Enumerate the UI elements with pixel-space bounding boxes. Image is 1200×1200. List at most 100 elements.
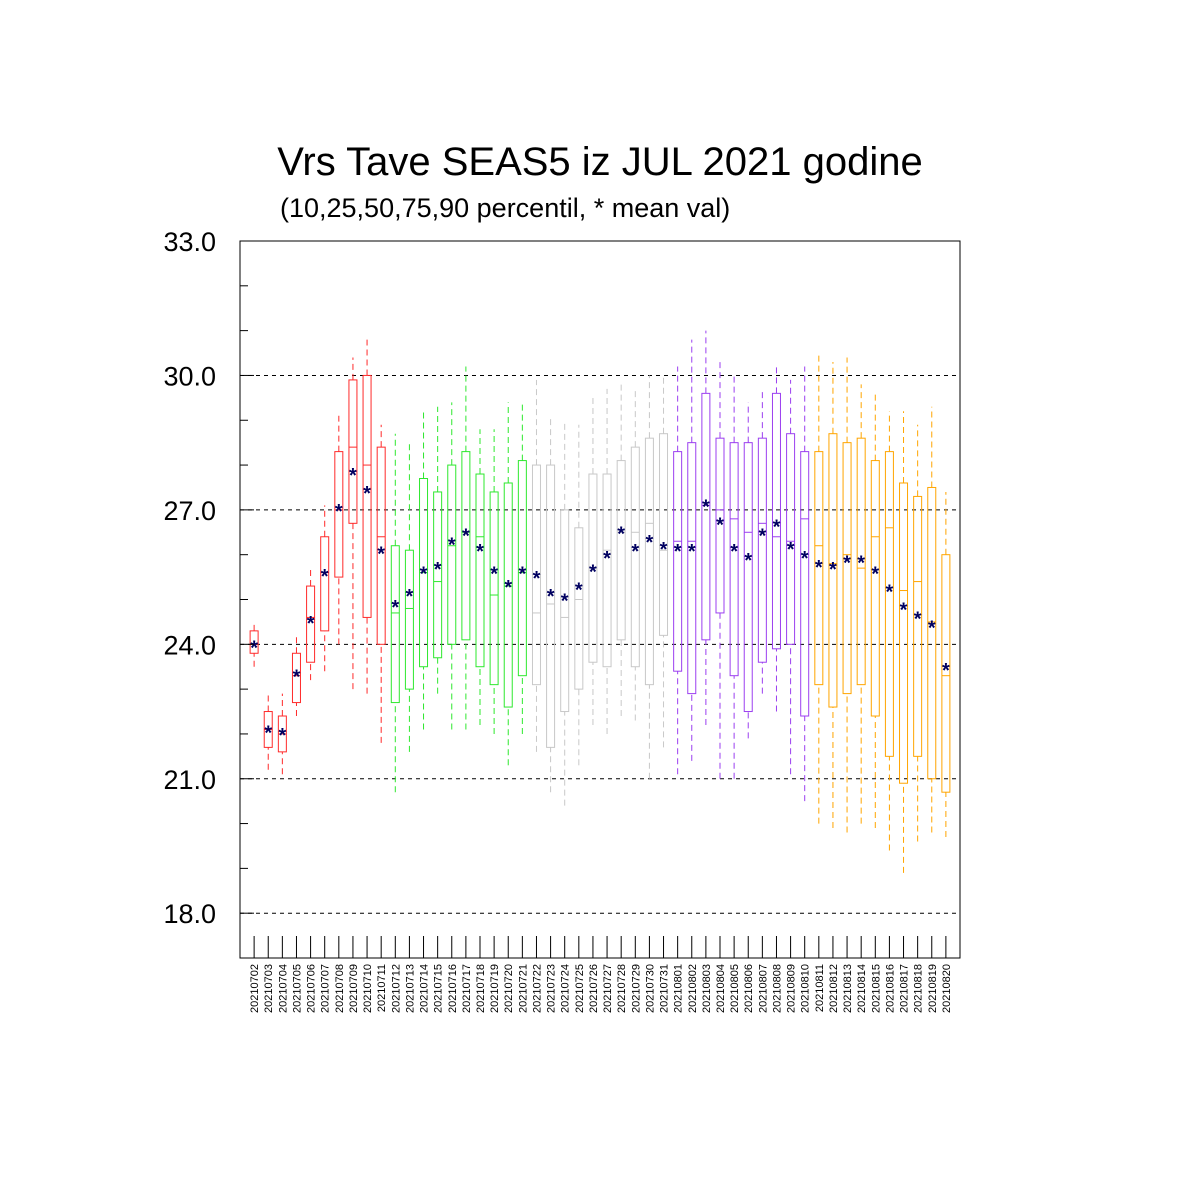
chart-subtitle: (10,25,50,75,90 percentil, * mean val)	[280, 193, 731, 223]
mean-marker: *	[321, 566, 329, 588]
mean-marker: *	[646, 532, 654, 554]
x-tick-label: 20210820	[941, 964, 953, 1013]
mean-marker: *	[617, 523, 625, 545]
mean-marker: *	[335, 501, 343, 523]
box-20210720: *	[503, 402, 513, 766]
box-20210717: *	[461, 366, 471, 730]
labels-layer: 18.0 21.0 24.0 27.0 30.0 33.0 20210702 20210703…	[163, 227, 952, 1013]
box-20210716: *	[447, 402, 457, 730]
iqr-box	[786, 433, 796, 645]
iqr-box	[729, 442, 739, 677]
y-tick-label: 27.0	[163, 496, 216, 526]
x-tick-label: 20210803	[701, 964, 713, 1013]
x-tick-label: 20210709	[348, 964, 360, 1013]
box-20210802: *	[687, 339, 697, 761]
box-20210703: *	[263, 693, 273, 770]
mean-marker: *	[758, 526, 766, 548]
iqr-box	[546, 464, 556, 748]
mean-marker: *	[349, 465, 357, 487]
mean-marker: *	[547, 586, 555, 608]
x-tick-label: 20210806	[743, 964, 755, 1013]
box-20210722: *	[531, 379, 541, 752]
box-20210725: *	[574, 424, 584, 766]
x-tick-label: 20210807	[757, 964, 769, 1013]
iqr-box	[320, 536, 330, 632]
x-tick-label: 20210702	[249, 964, 261, 1013]
grid-layer	[240, 240, 960, 914]
iqr-box	[687, 442, 697, 695]
iqr-box	[743, 442, 753, 713]
x-tick-label: 20210703	[263, 964, 275, 1013]
mean-marker: *	[504, 577, 512, 599]
x-tick-label: 20210707	[320, 964, 332, 1013]
x-tick-label: 20210802	[687, 964, 699, 1013]
box-20210728: *	[616, 384, 626, 717]
x-tick-label: 20210720	[503, 964, 515, 1013]
iqr-box	[757, 437, 767, 663]
iqr-box	[814, 451, 824, 686]
x-tick-label: 20210805	[729, 964, 741, 1013]
iqr-box	[249, 630, 259, 654]
x-tick-label: 20210817	[899, 964, 911, 1013]
iqr-box	[503, 482, 513, 708]
box-20210810: *	[800, 366, 810, 802]
iqr-box	[433, 491, 443, 659]
x-tick-label: 20210731	[659, 964, 671, 1013]
x-tick-label: 20210710	[362, 964, 374, 1013]
mean-marker: *	[377, 543, 385, 565]
iqr-box	[828, 433, 838, 708]
iqr-box	[489, 491, 499, 686]
box-20210718: *	[475, 429, 485, 725]
mean-marker: *	[773, 517, 781, 539]
plot-frame	[239, 240, 961, 959]
x-tick-label: 20210712	[390, 964, 402, 1013]
box-20210726: *	[588, 397, 598, 725]
x-tick-label: 20210716	[447, 964, 459, 1013]
iqr-box	[771, 392, 781, 650]
mean-marker: *	[900, 599, 908, 621]
box-20210817: *	[899, 411, 909, 873]
box-20210713: *	[404, 442, 414, 752]
mean-marker: *	[716, 514, 724, 536]
x-tick-label: 20210812	[828, 964, 840, 1013]
mean-marker: *	[660, 539, 668, 561]
mean-marker: *	[307, 613, 315, 635]
mean-marker: *	[476, 541, 484, 563]
mean-marker: *	[264, 723, 272, 745]
x-tick-label: 20210717	[461, 964, 473, 1013]
mean-marker: *	[730, 541, 738, 563]
x-tick-label: 20210711	[376, 964, 388, 1012]
iqr-box	[348, 379, 358, 524]
iqr-box	[884, 451, 894, 757]
iqr-box	[461, 451, 471, 641]
mean-marker: *	[787, 539, 795, 561]
x-tick-label: 20210819	[927, 964, 939, 1013]
mean-marker: *	[434, 559, 442, 581]
iqr-box	[404, 549, 414, 690]
box-20210723: *	[546, 415, 556, 793]
box-20210809: *	[786, 379, 796, 775]
mean-marker: *	[744, 550, 752, 572]
y-tick-label: 33.0	[163, 227, 216, 257]
box-20210804: *	[715, 361, 725, 779]
mean-marker: *	[702, 496, 710, 518]
x-tick-label: 20210808	[771, 964, 783, 1013]
x-tick-label: 20210724	[560, 964, 572, 1013]
x-tick-label: 20210730	[644, 964, 656, 1013]
x-tick-label: 20210722	[531, 964, 543, 1013]
mean-marker: *	[857, 552, 865, 574]
box-20210712: *	[390, 433, 400, 793]
x-tick-label: 20210811	[814, 964, 826, 1012]
x-tick-label: 20210729	[630, 964, 642, 1013]
mean-marker: *	[363, 483, 371, 505]
x-tick-label: 20210726	[588, 964, 600, 1013]
x-tick-label: 20210804	[715, 964, 727, 1013]
box-20210714: *	[419, 411, 429, 730]
x-tick-label: 20210704	[277, 964, 289, 1013]
iqr-box	[927, 486, 937, 780]
iqr-box	[856, 437, 866, 686]
box-20210813: *	[842, 357, 852, 833]
x-tick-label: 20210728	[616, 964, 628, 1013]
mean-marker: *	[688, 541, 696, 563]
